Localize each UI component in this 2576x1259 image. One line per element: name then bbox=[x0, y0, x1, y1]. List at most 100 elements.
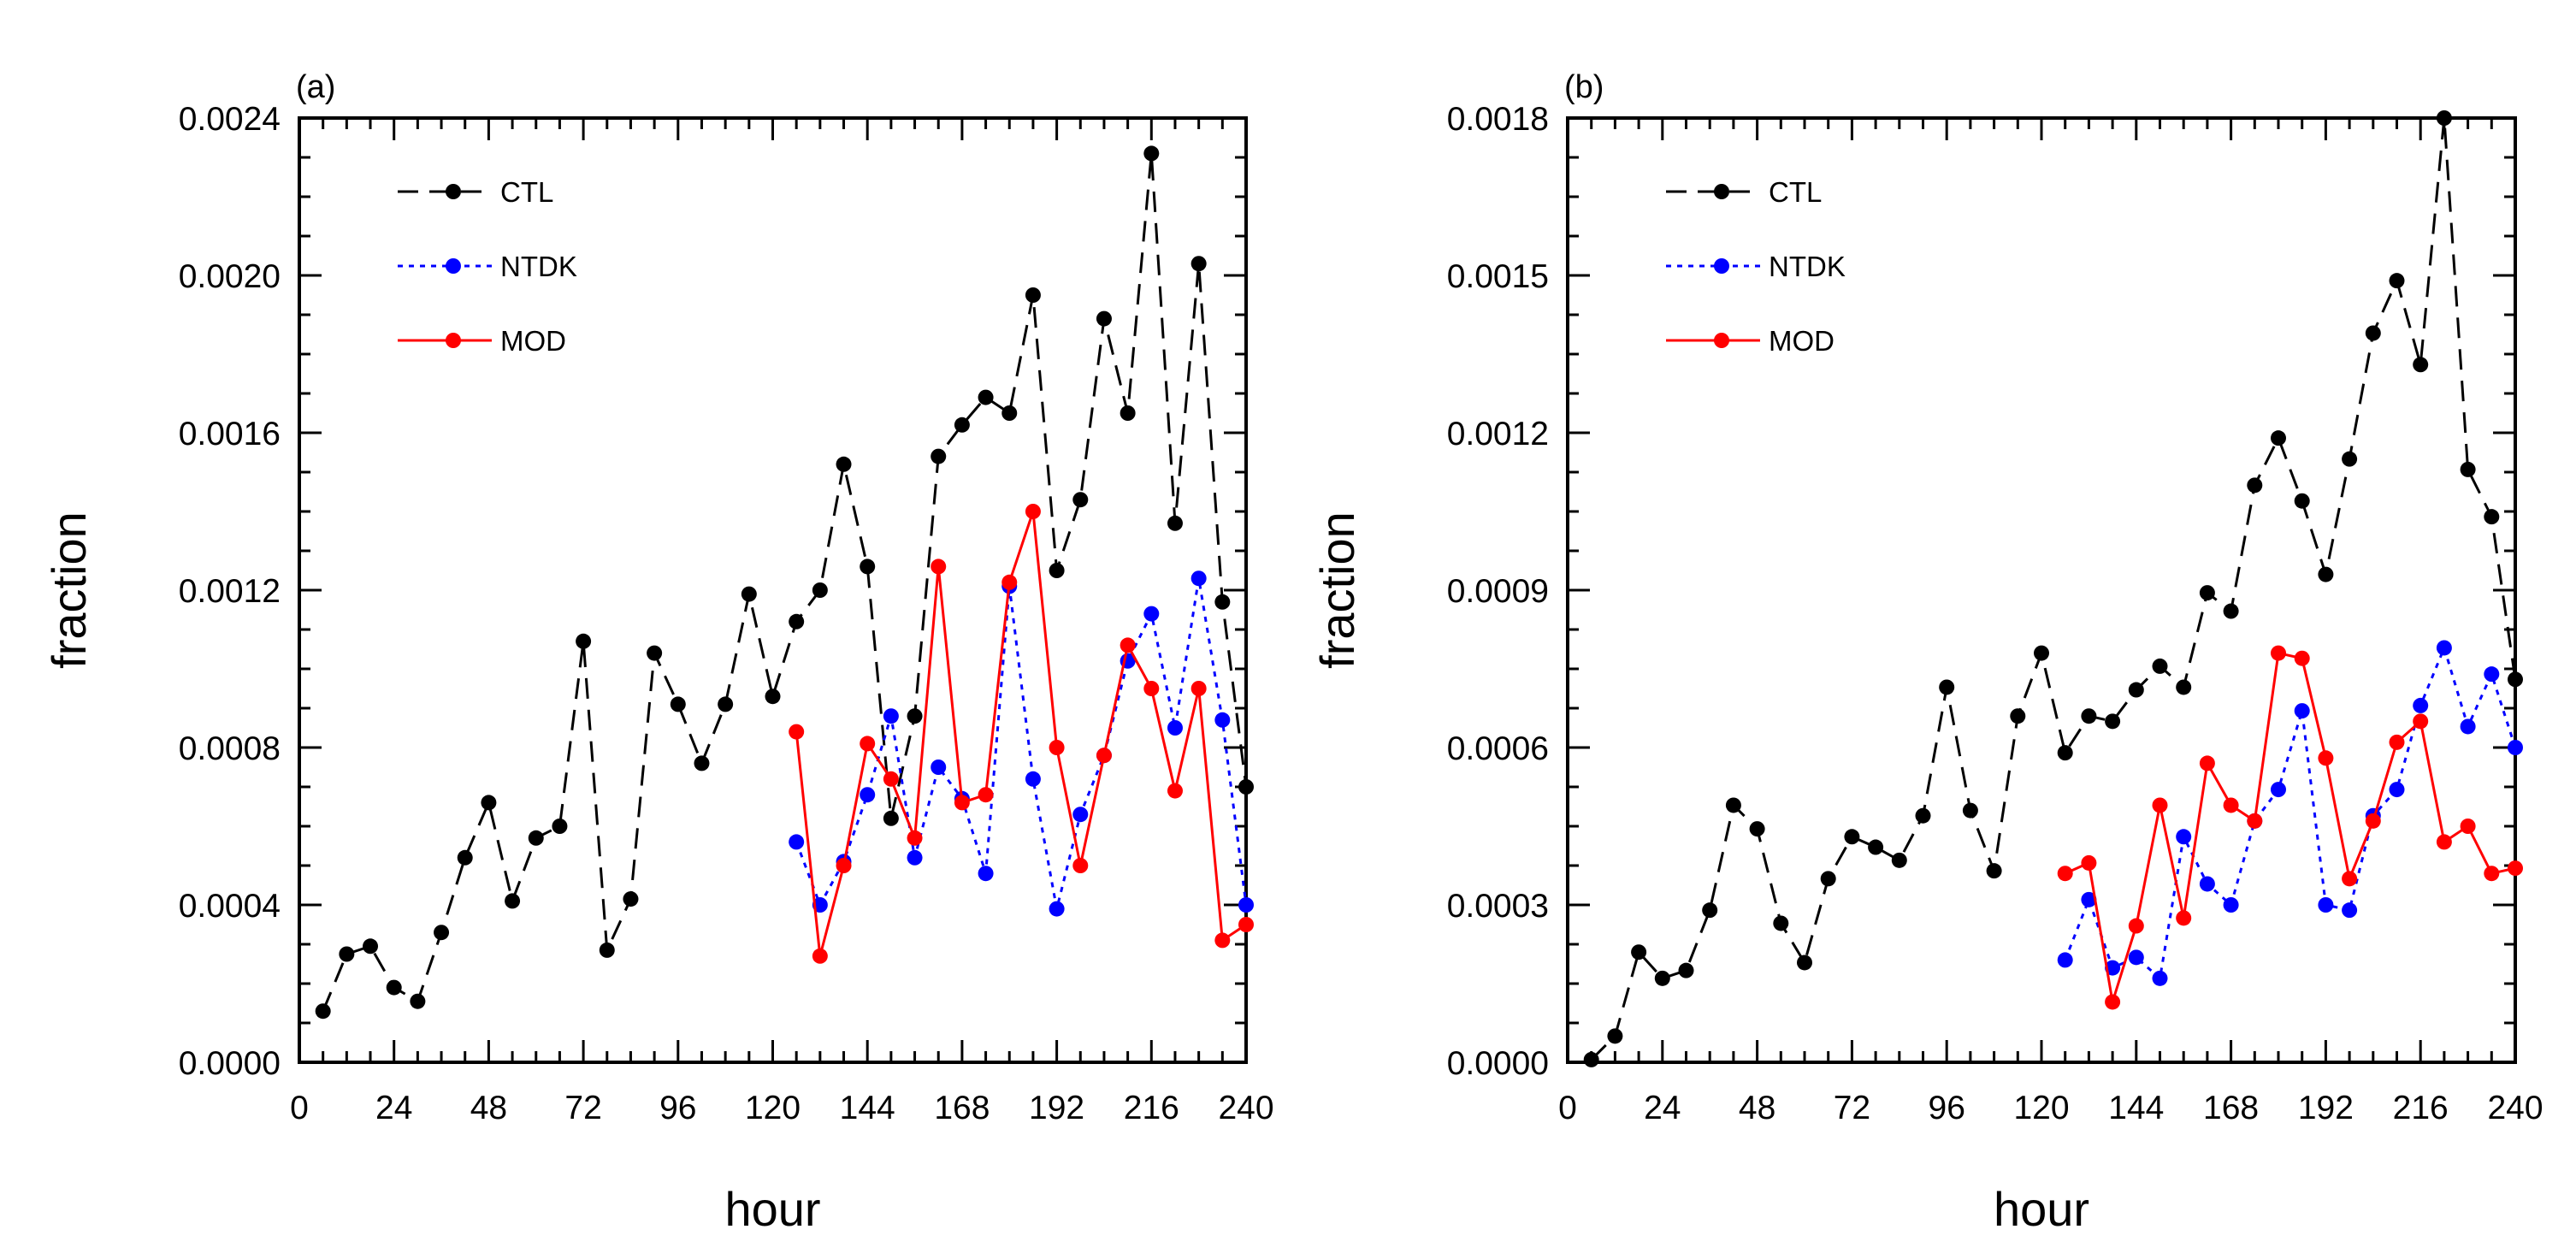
data-point-mod bbox=[2081, 854, 2097, 871]
data-point-ctl bbox=[978, 389, 994, 405]
legend-label-mod: MOD bbox=[1769, 325, 1835, 357]
x-tick-label: 192 bbox=[1029, 1090, 1084, 1126]
data-point-ctl bbox=[2294, 493, 2310, 509]
data-point-ntdk bbox=[2460, 718, 2476, 735]
data-point-mod bbox=[907, 830, 923, 846]
data-point-ctl bbox=[1820, 871, 1836, 887]
data-point-ntdk bbox=[2105, 960, 2121, 976]
y-tick-label: 0.0020 bbox=[179, 258, 281, 295]
y-tick-label: 0.0012 bbox=[179, 573, 281, 610]
data-point-ctl bbox=[1915, 807, 1931, 824]
legend-marker-mod bbox=[1714, 333, 1729, 348]
legend-marker-ctl bbox=[446, 184, 461, 199]
data-point-ctl bbox=[2318, 566, 2334, 582]
data-point-ctl bbox=[931, 448, 947, 464]
data-point-ntdk bbox=[2389, 782, 2405, 798]
data-point-ntdk bbox=[2223, 897, 2239, 913]
data-point-ctl bbox=[1583, 1051, 1599, 1067]
legend-marker-ctl bbox=[1714, 184, 1729, 199]
legend-marker-ntdk bbox=[446, 258, 461, 274]
data-point-ctl bbox=[457, 849, 473, 866]
data-point-ctl bbox=[954, 417, 970, 433]
data-point-mod bbox=[2342, 871, 2358, 887]
x-tick-label: 24 bbox=[375, 1090, 412, 1126]
chart-panel-b: 0 24 48 72 96 120 144 168 192 216 240 0.0000 0.0003 0… bbox=[1310, 69, 2544, 1236]
data-point-mod bbox=[2247, 813, 2263, 829]
data-point-ntdk bbox=[2128, 949, 2144, 966]
data-point-ctl bbox=[1702, 902, 1718, 919]
x-tick-label: 48 bbox=[1739, 1090, 1775, 1126]
y-tick-label: 0.0004 bbox=[179, 888, 281, 925]
data-point-mod bbox=[2105, 994, 2121, 1010]
data-point-ctl bbox=[434, 925, 450, 941]
data-point-mod bbox=[836, 858, 852, 873]
data-point-ntdk bbox=[883, 708, 899, 724]
series-mod bbox=[789, 504, 1254, 964]
data-point-ctl bbox=[860, 559, 876, 575]
data-point-ntdk bbox=[789, 834, 805, 850]
x-axis-title: hour bbox=[724, 1182, 820, 1236]
data-point-ntdk bbox=[1049, 901, 1065, 917]
data-point-ctl bbox=[410, 993, 426, 1009]
data-point-ctl bbox=[1797, 955, 1812, 971]
data-point-mod bbox=[2389, 734, 2405, 750]
data-point-mod bbox=[2176, 910, 2192, 926]
data-point-ctl bbox=[1678, 962, 1694, 978]
chart-panel-a: 0 24 48 72 96 120 144 168 192 216 240 0.0000 0.0004 0… bbox=[42, 69, 1274, 1236]
data-point-ctl bbox=[1962, 802, 1978, 819]
data-point-ctl bbox=[2413, 357, 2429, 373]
data-point-ctl bbox=[2247, 477, 2263, 494]
data-point-ntdk bbox=[2176, 829, 2192, 845]
data-point-mod bbox=[2460, 819, 2476, 834]
x-tick-label: 120 bbox=[745, 1090, 801, 1126]
data-point-ctl bbox=[2057, 745, 2073, 761]
data-point-ctl bbox=[2010, 708, 2026, 724]
data-point-ctl bbox=[1120, 405, 1136, 421]
data-point-ctl bbox=[1238, 779, 1254, 795]
data-point-ctl bbox=[765, 689, 781, 705]
data-point-ntdk bbox=[2436, 640, 2452, 656]
data-point-ntdk bbox=[1143, 606, 1160, 622]
data-point-ctl bbox=[1891, 852, 1907, 868]
data-point-mod bbox=[931, 559, 947, 575]
series-line-ctl bbox=[322, 151, 1248, 1012]
data-point-ntdk bbox=[2484, 666, 2500, 683]
data-point-ctl bbox=[2081, 708, 2097, 724]
y-tick-label: 0.0015 bbox=[1447, 258, 1549, 295]
data-point-ntdk bbox=[2294, 703, 2310, 719]
data-point-ctl bbox=[1749, 821, 1765, 837]
data-point-ctl bbox=[315, 1003, 331, 1020]
x-tick-label: 168 bbox=[934, 1090, 990, 1126]
data-point-mod bbox=[2128, 918, 2144, 934]
data-point-ctl bbox=[1986, 863, 2002, 879]
data-point-ctl bbox=[2460, 461, 2476, 477]
data-point-ctl bbox=[2105, 713, 2121, 730]
data-point-mod bbox=[978, 787, 994, 803]
data-point-ctl bbox=[1191, 256, 1207, 272]
data-point-ctl bbox=[481, 795, 497, 811]
data-point-ctl bbox=[2034, 645, 2049, 661]
data-point-ctl bbox=[1072, 492, 1089, 508]
data-point-mod bbox=[1025, 504, 1041, 519]
data-point-ctl bbox=[1049, 563, 1065, 578]
data-point-mod bbox=[2223, 797, 2239, 813]
data-point-ntdk bbox=[1214, 712, 1231, 728]
data-point-ctl bbox=[1143, 145, 1160, 162]
data-point-ntdk bbox=[1238, 897, 1254, 913]
data-point-mod bbox=[1072, 858, 1089, 873]
data-point-ntdk bbox=[1191, 570, 1207, 587]
data-point-ctl bbox=[528, 830, 544, 846]
data-point-ntdk bbox=[2342, 902, 2358, 919]
series-ntdk bbox=[789, 570, 1254, 917]
x-tick-label: 0 bbox=[290, 1090, 309, 1126]
panel-label: (a) bbox=[296, 69, 335, 105]
data-point-ctl bbox=[670, 696, 686, 712]
legend-marker-ntdk bbox=[1714, 258, 1729, 274]
data-point-ctl bbox=[1725, 797, 1741, 813]
data-point-mod bbox=[2199, 755, 2215, 771]
data-point-mod bbox=[2057, 866, 2073, 882]
data-point-ctl bbox=[2508, 671, 2523, 688]
data-point-ntdk bbox=[2199, 876, 2215, 892]
data-point-ctl bbox=[647, 645, 663, 661]
data-point-ntdk bbox=[860, 787, 876, 803]
